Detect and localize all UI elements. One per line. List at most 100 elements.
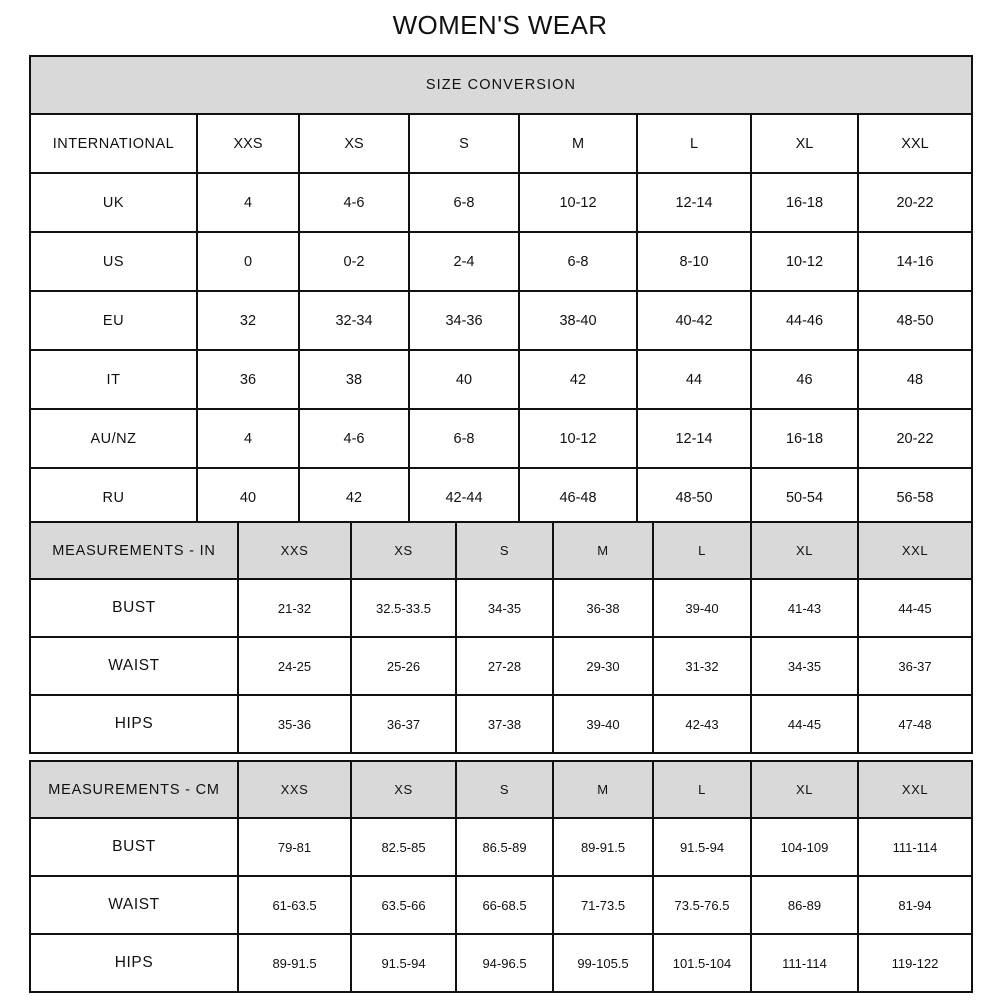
table-cell: 41-43 [750,578,859,638]
table-cell: 21-32 [237,578,352,638]
table-row: UK 4 4-6 6-8 10-12 12-14 16-18 20-22 [29,172,973,233]
table-cell: 46 [750,349,859,410]
table-cell: 40-42 [636,290,752,351]
table-cell: 6-8 [408,172,520,233]
table-cell: 10-12 [750,231,859,292]
table-row: EU 32 32-34 34-36 38-40 40-42 44-46 48-5… [29,290,973,351]
column-header-xl: XL [750,521,859,580]
column-header-xs: XS [350,521,457,580]
table-cell: 39-40 [552,694,654,754]
table-cell: 40 [196,467,300,528]
table-cell: 89-91.5 [552,817,654,877]
table-cell: 10-12 [518,172,638,233]
column-header-l: L [636,113,752,174]
row-label-aunz: AU/NZ [29,408,198,469]
table-cell: 42 [518,349,638,410]
table-cell: 38-40 [518,290,638,351]
table-row: RU 40 42 42-44 46-48 48-50 50-54 56-58 [29,467,973,528]
table-cell: 63.5-66 [350,875,457,935]
table-cell: 31-32 [652,636,752,696]
table-cell: 12-14 [636,172,752,233]
table-cell: 36-38 [552,578,654,638]
table-header-row: INTERNATIONAL XXS XS S M L XL XXL [29,113,973,174]
column-header-m: M [552,760,654,819]
table-cell: 16-18 [750,172,859,233]
column-header-m: M [552,521,654,580]
table-cell: 34-36 [408,290,520,351]
table-cell: 0-2 [298,231,410,292]
table-cell: 81-94 [857,875,973,935]
table-header-row: MEASUREMENTS - IN XXS XS S M L XL XXL [29,521,973,580]
table-cell: 44-45 [750,694,859,754]
table-cell: 25-26 [350,636,457,696]
table-cell: 14-16 [857,231,973,292]
table-cell: 101.5-104 [652,933,752,993]
table-cell: 99-105.5 [552,933,654,993]
column-header-measurements-in: MEASUREMENTS - IN [29,521,239,580]
column-header-xl: XL [750,760,859,819]
table-cell: 38 [298,349,410,410]
table-row: WAIST 24-25 25-26 27-28 29-30 31-32 34-3… [29,636,973,696]
column-header-xxl: XXL [857,760,973,819]
table-cell: 66-68.5 [455,875,554,935]
row-label-waist: WAIST [29,636,239,696]
measurements-cm-table: MEASUREMENTS - CM XXS XS S M L XL XXL BU… [29,760,973,993]
column-header-l: L [652,760,752,819]
table-cell: 6-8 [518,231,638,292]
column-header-international: INTERNATIONAL [29,113,198,174]
table-cell: 2-4 [408,231,520,292]
table-cell: 42-44 [408,467,520,528]
table-cell: 73.5-76.5 [652,875,752,935]
table-cell: 32-34 [298,290,410,351]
table-cell: 36-37 [350,694,457,754]
table-cell: 44 [636,349,752,410]
column-header-measurements-cm: MEASUREMENTS - CM [29,760,239,819]
table-cell: 48-50 [857,290,973,351]
table-cell: 0 [196,231,300,292]
table-cell: 42 [298,467,410,528]
table-cell: 56-58 [857,467,973,528]
row-label-eu: EU [29,290,198,351]
table-row: WAIST 61-63.5 63.5-66 66-68.5 71-73.5 73… [29,875,973,935]
table-cell: 32.5-33.5 [350,578,457,638]
measurements-in-table: MEASUREMENTS - IN XXS XS S M L XL XXL BU… [29,521,973,754]
table-cell: 4-6 [298,172,410,233]
column-header-s: S [455,521,554,580]
table-cell: 82.5-85 [350,817,457,877]
row-label-hips: HIPS [29,933,239,993]
column-header-s: S [455,760,554,819]
column-header-l: L [652,521,752,580]
row-label-waist: WAIST [29,875,239,935]
column-header-xxs: XXS [196,113,300,174]
table-header-row: MEASUREMENTS - CM XXS XS S M L XL XXL [29,760,973,819]
table-cell: 119-122 [857,933,973,993]
table-cell: 20-22 [857,408,973,469]
table-cell: 36 [196,349,300,410]
row-label-bust: BUST [29,817,239,877]
table-cell: 61-63.5 [237,875,352,935]
table-cell: 44-45 [857,578,973,638]
table-cell: 6-8 [408,408,520,469]
table-cell: 71-73.5 [552,875,654,935]
table-cell: 104-109 [750,817,859,877]
table-cell: 40 [408,349,520,410]
column-header-xs: XS [298,113,410,174]
table-row: AU/NZ 4 4-6 6-8 10-12 12-14 16-18 20-22 [29,408,973,469]
table-row: BUST 79-81 82.5-85 86.5-89 89-91.5 91.5-… [29,817,973,877]
table-cell: 89-91.5 [237,933,352,993]
size-conversion-banner: SIZE CONVERSION [29,55,973,115]
table-cell: 37-38 [455,694,554,754]
table-cell: 24-25 [237,636,352,696]
table-banner-row: SIZE CONVERSION [29,55,973,115]
row-label-hips: HIPS [29,694,239,754]
table-cell: 48 [857,349,973,410]
column-header-xxs: XXS [237,521,352,580]
table-cell: 29-30 [552,636,654,696]
column-header-m: M [518,113,638,174]
table-row: HIPS 89-91.5 91.5-94 94-96.5 99-105.5 10… [29,933,973,993]
table-cell: 94-96.5 [455,933,554,993]
table-cell: 46-48 [518,467,638,528]
table-cell: 111-114 [857,817,973,877]
table-cell: 50-54 [750,467,859,528]
